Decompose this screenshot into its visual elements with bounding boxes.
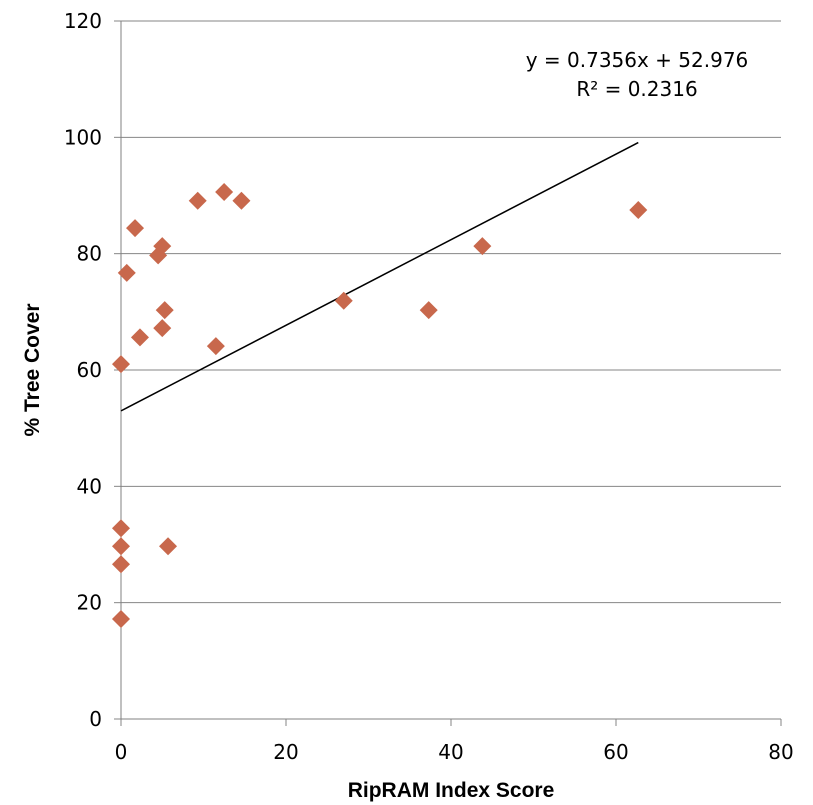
data-point (232, 191, 251, 210)
data-point (419, 301, 438, 320)
data-point (112, 609, 130, 628)
x-tick-label: 60 (603, 740, 628, 764)
data-point (112, 537, 130, 556)
data-point (473, 237, 492, 256)
x-axis-title: RipRAM Index Score (348, 779, 555, 802)
data-point (153, 237, 172, 256)
data-points (112, 183, 648, 628)
r-squared-label: R² = 0.2316 (576, 77, 697, 101)
data-point (629, 201, 648, 220)
x-tick-labels: 0 20 40 60 80 (115, 740, 794, 764)
grid-lines (114, 20, 782, 726)
trendline-equation: y = 0.7356x + 52.976 (526, 48, 749, 72)
y-tick-label: 0 (89, 707, 102, 731)
y-tick-label: 120 (64, 9, 102, 33)
data-point (117, 263, 136, 282)
x-tick-label: 20 (273, 740, 298, 764)
y-tick-label: 20 (77, 591, 102, 615)
data-point (153, 319, 172, 338)
data-point (130, 328, 149, 347)
data-point (215, 183, 234, 202)
x-tick-label: 40 (438, 740, 463, 764)
data-point (112, 355, 130, 374)
data-point (112, 519, 130, 538)
y-tick-labels: 0 20 40 60 80 100 120 (64, 9, 102, 731)
data-point (126, 219, 145, 238)
trendline (120, 141, 639, 412)
data-point (159, 537, 178, 556)
y-tick-label: 60 (77, 358, 102, 382)
y-tick-label: 40 (77, 474, 102, 498)
data-point (112, 555, 130, 574)
y-tick-label: 80 (77, 242, 102, 266)
y-axis-title: % Tree Cover (21, 303, 44, 436)
data-point (206, 337, 225, 356)
x-tick-label: 80 (768, 740, 793, 764)
x-tick-label: 0 (115, 740, 128, 764)
data-point (188, 191, 207, 210)
data-point (155, 301, 174, 320)
y-tick-label: 100 (64, 125, 102, 149)
data-point (334, 291, 353, 310)
